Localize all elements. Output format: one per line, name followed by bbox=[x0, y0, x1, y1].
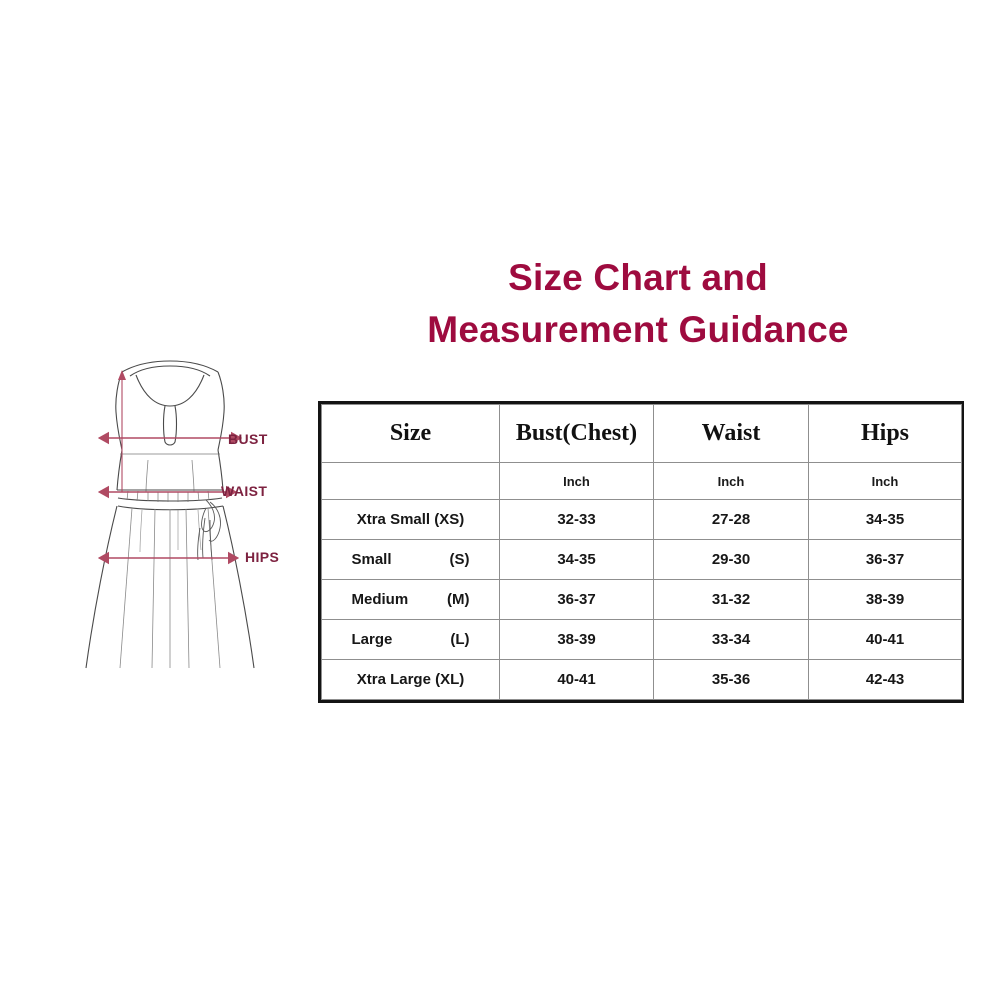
bust-measurement-label: BUST bbox=[228, 431, 268, 447]
table-row: Xtra Small (XS) 32-33 27-28 34-35 bbox=[321, 499, 962, 540]
cell-hips: 40-41 bbox=[808, 619, 962, 660]
cell-hips: 36-37 bbox=[808, 539, 962, 580]
cell-size: Medium (M) bbox=[321, 579, 500, 620]
shoulder-arrowhead bbox=[118, 370, 126, 380]
cell-size: Small (S) bbox=[321, 539, 500, 580]
size-chart-table: Size Bust(Chest) Waist Hips Inch Inch In… bbox=[321, 404, 962, 700]
unit-cell-hips: Inch bbox=[808, 462, 962, 500]
cell-waist: 31-32 bbox=[653, 579, 809, 620]
dress-measurement-illustration bbox=[60, 350, 310, 680]
cell-waist: 27-28 bbox=[653, 499, 809, 540]
cell-hips: 42-43 bbox=[808, 659, 962, 700]
page-title-line-2: Measurement Guidance bbox=[427, 309, 849, 350]
table-row: Xtra Large (XL) 40-41 35-36 42-43 bbox=[321, 659, 962, 700]
column-header-waist: Waist bbox=[653, 404, 809, 463]
cell-hips: 38-39 bbox=[808, 579, 962, 620]
size-chart-table-container: Size Bust(Chest) Waist Hips Inch Inch In… bbox=[318, 401, 964, 703]
size-name: Large bbox=[351, 631, 393, 648]
table-units-row: Inch Inch Inch bbox=[321, 462, 962, 500]
cell-bust: 40-41 bbox=[499, 659, 654, 700]
column-header-size: Size bbox=[321, 404, 500, 463]
cell-waist: 35-36 bbox=[653, 659, 809, 700]
cell-bust: 32-33 bbox=[499, 499, 654, 540]
waist-measurement-label: WAIST bbox=[221, 483, 268, 499]
table-row: Large (L) 38-39 33-34 40-41 bbox=[321, 619, 962, 660]
dress-outline-group bbox=[85, 360, 255, 669]
size-label: Xtra Small (XS) bbox=[356, 511, 465, 528]
size-code: (L) bbox=[450, 631, 470, 648]
table-header-row: Size Bust(Chest) Waist Hips bbox=[321, 404, 962, 463]
size-name: Medium bbox=[351, 591, 409, 608]
unit-cell-waist: Inch bbox=[653, 462, 809, 500]
cell-bust: 34-35 bbox=[499, 539, 654, 580]
table-row: Small (S) 34-35 29-30 36-37 bbox=[321, 539, 962, 580]
cell-size: Xtra Small (XS) bbox=[321, 499, 500, 540]
size-code: (S) bbox=[449, 551, 470, 568]
unit-cell-size bbox=[321, 462, 500, 500]
cell-hips: 34-35 bbox=[808, 499, 962, 540]
cell-waist: 29-30 bbox=[653, 539, 809, 580]
cell-size: Xtra Large (XL) bbox=[321, 659, 500, 700]
hips-measurement-label: HIPS bbox=[245, 549, 280, 565]
cell-size: Large (L) bbox=[321, 619, 500, 660]
unit-cell-bust: Inch bbox=[499, 462, 654, 500]
cell-bust: 38-39 bbox=[499, 619, 654, 660]
cell-bust: 36-37 bbox=[499, 579, 654, 620]
page-title: Size Chart and Measurement Guidance bbox=[318, 252, 958, 356]
size-code: (M) bbox=[447, 591, 470, 608]
size-label: Xtra Large (XL) bbox=[356, 671, 465, 688]
page-title-line-1: Size Chart and bbox=[508, 257, 768, 298]
cell-waist: 33-34 bbox=[653, 619, 809, 660]
column-header-bust: Bust(Chest) bbox=[499, 404, 654, 463]
column-header-hips: Hips bbox=[808, 404, 962, 463]
measurement-arrows bbox=[97, 370, 243, 565]
size-name: Small bbox=[351, 551, 392, 568]
table-row: Medium (M) 36-37 31-32 38-39 bbox=[321, 579, 962, 620]
